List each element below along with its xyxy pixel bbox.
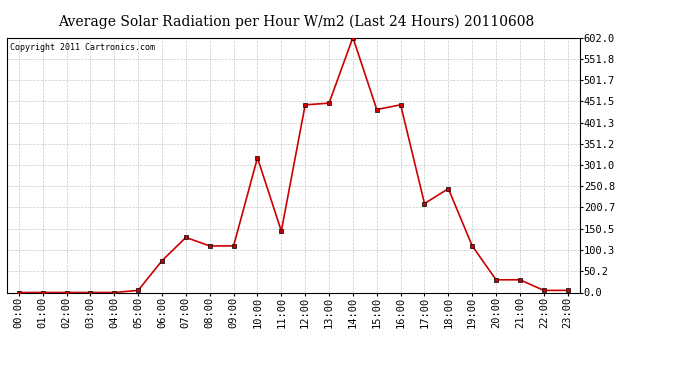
Text: Average Solar Radiation per Hour W/m2 (Last 24 Hours) 20110608: Average Solar Radiation per Hour W/m2 (L…: [59, 15, 535, 29]
Text: Copyright 2011 Cartronics.com: Copyright 2011 Cartronics.com: [10, 43, 155, 52]
